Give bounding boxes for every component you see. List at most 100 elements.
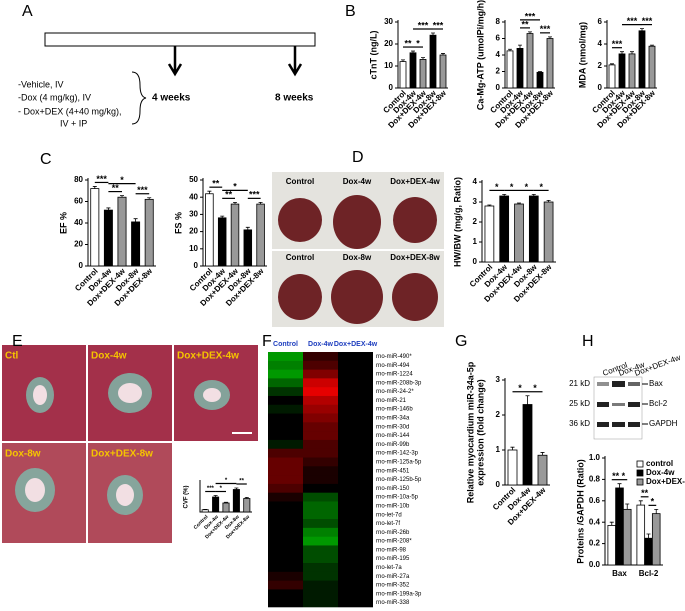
error-bar xyxy=(92,186,97,189)
y-tick-label: 6 xyxy=(598,17,603,26)
y-axis-label: Relative myocardium miR-34a-5p xyxy=(465,361,475,503)
bar xyxy=(256,203,265,267)
row-label: rno-miR-10b xyxy=(376,503,410,509)
sig-label: ** xyxy=(212,179,220,189)
error-bar xyxy=(630,51,634,54)
bar xyxy=(543,201,554,263)
heat-cell xyxy=(303,413,338,423)
sig-label: *** xyxy=(96,174,107,184)
heat-cell xyxy=(338,404,373,414)
heat-cell xyxy=(338,466,373,476)
bar xyxy=(615,487,624,566)
bar xyxy=(419,59,427,89)
y-tick-label: 0.0 xyxy=(589,560,601,569)
bar xyxy=(514,203,524,263)
bar xyxy=(648,45,656,89)
heat-cell xyxy=(338,554,373,564)
heat-cell xyxy=(268,387,303,397)
error-bar xyxy=(508,48,512,51)
row-label: rno-miR-451 xyxy=(376,468,410,474)
sig-label: *** xyxy=(207,486,215,492)
heat-cell xyxy=(303,466,338,476)
heat-cell xyxy=(303,554,338,564)
y-tick-label: 40 xyxy=(189,192,198,201)
y-tick-label: 0.4 xyxy=(589,517,601,526)
y-tick-label: 3 xyxy=(496,375,501,384)
heat-cell xyxy=(303,439,338,450)
heat-cell xyxy=(303,580,338,590)
y-tick-label: 1 xyxy=(473,237,478,246)
heat-cell xyxy=(268,352,303,362)
legend-swatch xyxy=(636,460,644,468)
row-label: rno-miR-208* xyxy=(376,539,412,545)
row-label: rno-miR-338 xyxy=(376,600,410,606)
y-tick-label: 4 xyxy=(496,50,501,59)
error-bar xyxy=(546,200,551,202)
heat-cell xyxy=(303,360,338,370)
y-tick-label: 0 xyxy=(473,257,478,266)
heat-cell xyxy=(268,589,303,599)
group-brace xyxy=(131,71,147,125)
y-tick-label: 2 xyxy=(496,67,501,76)
heat-cell xyxy=(303,501,338,511)
heat-cell xyxy=(303,563,338,573)
error-bar xyxy=(411,50,415,53)
heat-cell xyxy=(268,510,303,520)
y-tick-label: 0 xyxy=(79,261,84,270)
heat-cell xyxy=(338,545,373,555)
heat-cell xyxy=(268,422,303,432)
column-label: Dox+DEX-4w xyxy=(334,341,378,348)
heat-cell xyxy=(338,598,373,608)
error-bar xyxy=(540,452,545,456)
error-bar xyxy=(650,44,654,47)
heat-cell xyxy=(338,422,373,432)
error-bar xyxy=(147,197,152,200)
heat-cell xyxy=(303,369,338,379)
bar xyxy=(484,205,495,263)
y-tick-label: 1.0 xyxy=(589,453,601,462)
y-tick-label: 20 xyxy=(384,39,393,48)
row-label: rno-miR-199a-3p xyxy=(376,591,422,597)
heat-cell xyxy=(268,395,303,406)
row-label: rno-miR-10a-5p xyxy=(376,495,419,501)
y-axis-label: expression (fold change) xyxy=(475,379,485,486)
y-tick-label: 2 xyxy=(473,217,478,226)
sig-label: ** xyxy=(225,190,233,200)
error-bar xyxy=(120,195,124,198)
row-label: rno-let-7a xyxy=(376,565,402,571)
y-tick-label: 4 xyxy=(598,39,603,48)
column-label: Control xyxy=(273,341,298,348)
heat-cell xyxy=(303,598,338,608)
row-label: rno-miR-195 xyxy=(376,556,410,562)
y-tick-label: 50 xyxy=(189,175,198,184)
y-axis-label: HW/BW (mg/g, Ratio) xyxy=(452,177,462,267)
time-label: 8 weeks xyxy=(275,93,314,104)
y-tick-label: 10 xyxy=(189,244,198,253)
image-label: Dox-4w xyxy=(91,351,127,362)
error-bar xyxy=(431,32,435,36)
sig-label: ** xyxy=(521,19,529,29)
y-tick-label: 3 xyxy=(473,197,478,206)
row-label: rno-miR-144 xyxy=(376,433,410,439)
column-label: Dox-4w xyxy=(308,341,333,348)
heat-cell xyxy=(338,448,373,458)
panel-letter: H xyxy=(582,333,594,350)
sig-label: ** xyxy=(112,183,120,193)
y-tick-label: 0 xyxy=(496,83,501,92)
heat-cell xyxy=(268,492,303,502)
heat-cell xyxy=(338,492,373,502)
row-label: rno-miR-98 xyxy=(376,547,407,553)
western-blot xyxy=(593,376,648,440)
heat-cell xyxy=(338,571,373,581)
bar xyxy=(217,217,227,267)
error-bar xyxy=(646,533,651,539)
bar xyxy=(536,71,544,89)
bar xyxy=(499,195,510,263)
blot-size: 36 kD xyxy=(569,419,590,428)
error-bar xyxy=(548,36,552,39)
photo-label: Dox-4w xyxy=(343,177,372,186)
heat-cell xyxy=(268,563,303,573)
row-label: rno-miR-1224 xyxy=(376,372,413,378)
bar xyxy=(607,525,617,566)
